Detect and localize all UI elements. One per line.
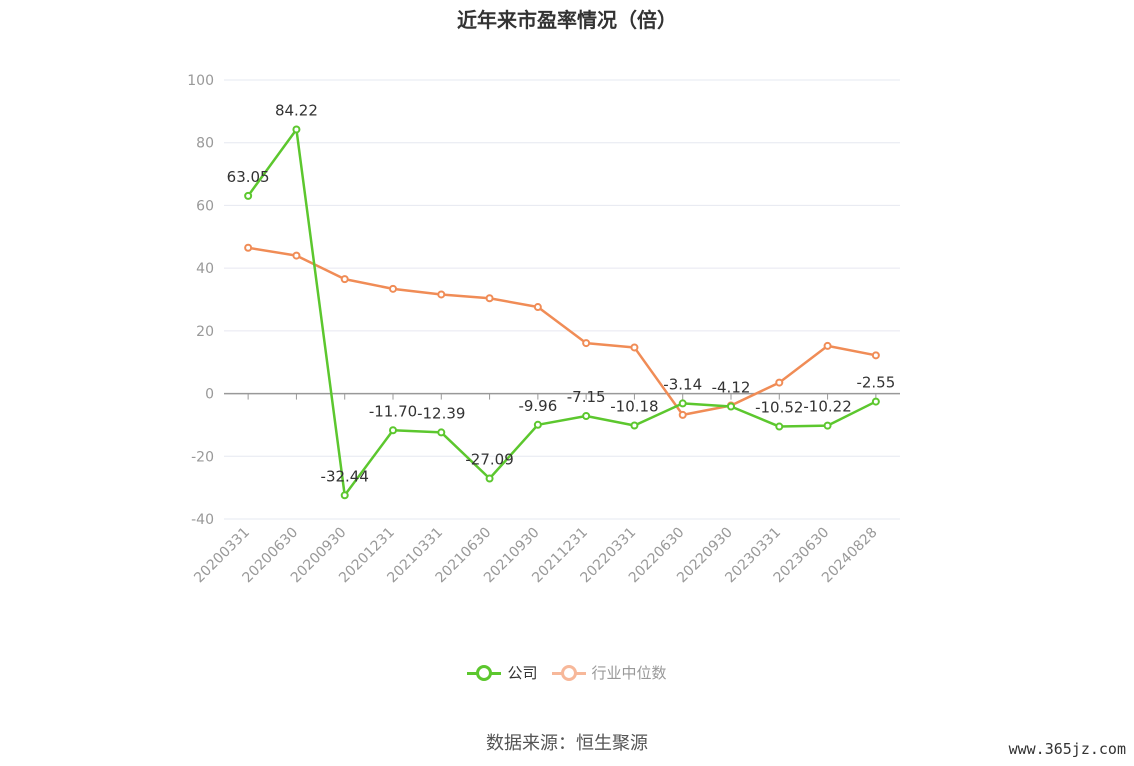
point-industry-median xyxy=(437,290,446,299)
point-company xyxy=(630,421,639,430)
data-label-company: -9.96 xyxy=(518,397,557,415)
point-industry-median xyxy=(678,410,687,419)
point-company xyxy=(389,426,397,435)
y-tick-label: 0 xyxy=(205,387,214,403)
point-industry-median xyxy=(389,284,397,293)
legend-item-company[interactable]: 公司 xyxy=(467,662,538,683)
data-label-company: -11.70 xyxy=(369,402,417,420)
y-tick-label: -40 xyxy=(191,512,214,528)
point-industry-median xyxy=(582,339,591,348)
legend-industry-label: 行业中位数 xyxy=(591,664,667,682)
data-label-company: -27.09 xyxy=(465,451,513,469)
point-industry-median xyxy=(533,303,542,312)
legend: 公司 行业中位数 xyxy=(0,662,1134,683)
point-industry-median xyxy=(871,351,880,360)
point-industry-median xyxy=(292,251,301,260)
point-company xyxy=(485,474,494,483)
point-industry-median xyxy=(775,378,784,387)
data-label-company: -12.39 xyxy=(417,404,465,422)
point-company xyxy=(775,422,784,431)
data-label-company: -10.18 xyxy=(610,397,658,415)
y-axis-ticks: 100 80 60 40 20 0 -20 -40 xyxy=(187,73,214,528)
point-company xyxy=(244,191,253,200)
data-label-company: -10.22 xyxy=(803,398,851,416)
legend-company-label: 公司 xyxy=(507,664,538,682)
point-industry-median xyxy=(485,294,494,303)
series-line-industry-median xyxy=(247,246,877,417)
series-layer xyxy=(244,125,880,500)
data-label-company: 63.05 xyxy=(227,168,270,186)
point-industry-median xyxy=(340,275,349,284)
point-industry-median xyxy=(823,341,832,350)
data-source-note: 数据来源：恒生聚源 xyxy=(486,733,648,754)
legend-company-marker xyxy=(467,664,502,682)
point-industry-median xyxy=(630,343,639,352)
y-tick-label: 80 xyxy=(196,136,214,152)
y-tick-label: 40 xyxy=(196,261,214,277)
point-company xyxy=(437,428,446,437)
point-company xyxy=(678,399,687,408)
point-industry-median xyxy=(244,243,253,252)
data-label-company: -3.14 xyxy=(663,375,702,393)
point-company xyxy=(533,420,542,429)
point-company xyxy=(292,125,301,134)
watermark: www.365jz.com xyxy=(1008,740,1126,758)
data-label-company: -2.55 xyxy=(856,374,895,392)
data-label-company: -32.44 xyxy=(321,467,369,485)
legend-item-industry-median[interactable]: 行业中位数 xyxy=(551,662,667,683)
y-tick-label: -20 xyxy=(191,449,214,465)
y-tick-label: 20 xyxy=(196,324,214,340)
y-tick-label: 60 xyxy=(196,198,214,214)
data-label-company: -7.15 xyxy=(567,388,606,406)
chart-title: 近年来市盈率情况（倍） xyxy=(457,8,677,32)
point-company xyxy=(871,397,880,406)
series-line-company xyxy=(247,128,877,497)
data-label-company: -10.52 xyxy=(755,399,803,417)
legend-industry-marker xyxy=(551,664,586,682)
data-label-company: 84.22 xyxy=(275,101,318,119)
point-company xyxy=(582,411,591,420)
point-company xyxy=(340,491,349,500)
point-company xyxy=(727,402,735,411)
y-tick-label: 100 xyxy=(187,73,214,89)
point-company xyxy=(823,421,832,430)
data-label-company: -4.12 xyxy=(712,378,751,396)
grid-lines xyxy=(224,79,900,520)
